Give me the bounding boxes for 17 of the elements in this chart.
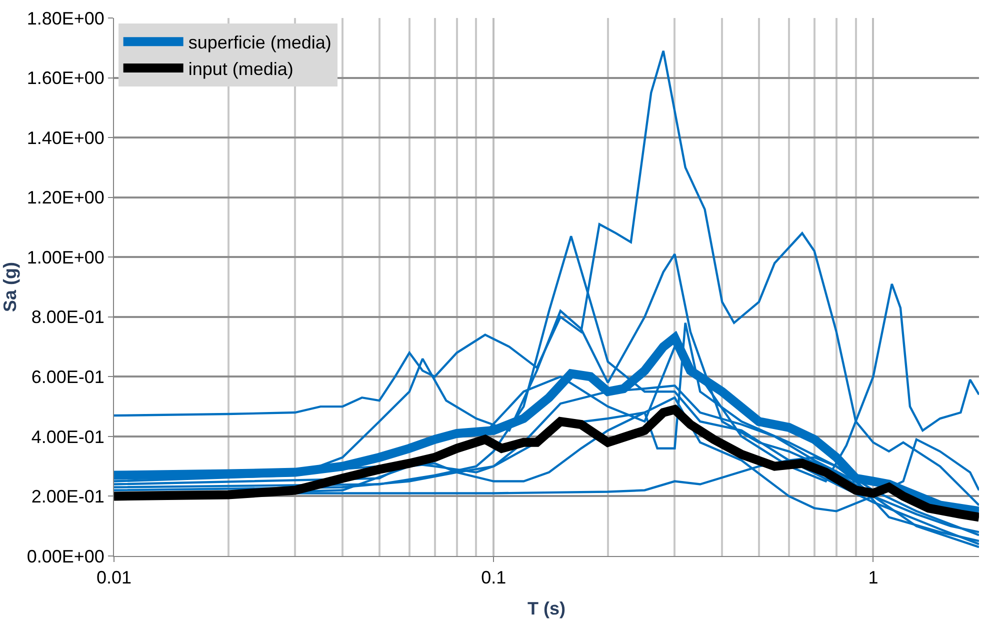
y-tick-label: 1.00E+00: [26, 247, 104, 268]
y-tick-label: 6.00E-01: [31, 366, 104, 387]
x-tick-label: 1: [868, 568, 878, 588]
legend-label: superficie (media): [188, 32, 332, 53]
y-axis-title: Sa (g): [0, 262, 20, 312]
legend-label: input (media): [188, 59, 294, 79]
y-tick-label: 4.00E-01: [31, 426, 104, 447]
x-axis-title: T (s): [528, 598, 566, 619]
y-tick-label: 8.00E-01: [31, 307, 104, 328]
y-tick-label: 2.00E-01: [31, 486, 104, 507]
y-tick-label: 1.60E+00: [26, 68, 104, 88]
y-tick-label: 1.80E+00: [26, 8, 104, 28]
x-tick-label: 0.01: [96, 568, 132, 588]
y-tick-label: 0.00E+00: [26, 546, 104, 566]
x-tick-label: 0.1: [481, 568, 506, 588]
y-tick-label: 1.20E+00: [26, 188, 104, 208]
y-tick-label: 1.40E+00: [26, 128, 104, 148]
